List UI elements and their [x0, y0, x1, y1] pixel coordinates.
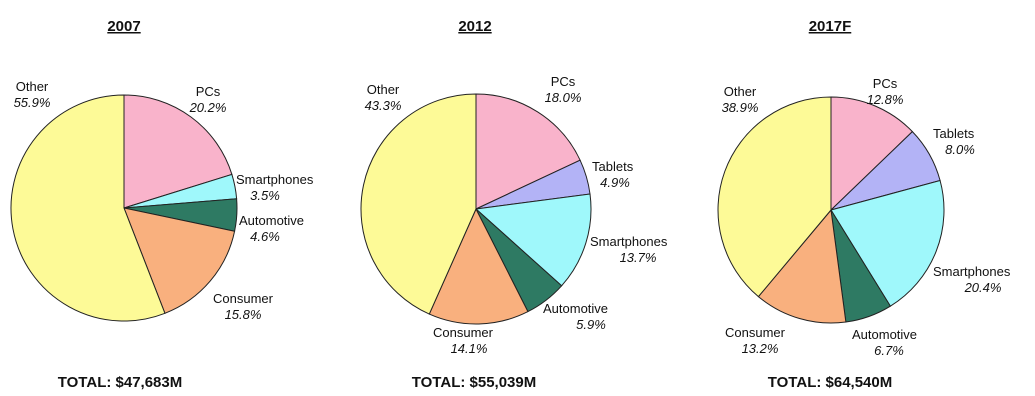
slice-other	[360, 93, 477, 315]
chart-title: 2007	[107, 18, 140, 35]
slice-label-smartphones: Smartphones	[236, 172, 314, 187]
slice-pct-smartphones: 20.4%	[964, 280, 1002, 295]
slice-pct-pcs: 20.2%	[189, 100, 227, 115]
slice-pct-consumer: 13.2%	[742, 341, 779, 356]
slice-other	[717, 96, 832, 298]
total-label: TOTAL: $55,039M	[412, 374, 536, 391]
slice-label-automotive: Automotive	[852, 327, 917, 342]
slice-label-tablets: Tablets	[933, 126, 975, 141]
slice-label-other: Other	[16, 79, 49, 94]
slice-label-automotive: Automotive	[543, 301, 608, 316]
slice-consumer	[757, 208, 847, 324]
slice-pct-pcs: 18.0%	[545, 90, 582, 105]
slice-pct-other: 55.9%	[14, 95, 51, 110]
slice-label-other: Other	[724, 84, 757, 99]
slice-label-automotive: Automotive	[239, 213, 304, 228]
slice-label-consumer: Consumer	[213, 291, 274, 306]
slice-pct-tablets: 8.0%	[945, 142, 975, 157]
slice-pcs	[123, 94, 233, 209]
slice-label-smartphones: Smartphones	[933, 264, 1011, 279]
charts-group: 2007PCs20.2%Smartphones3.5%Automotive4.6…	[10, 18, 1011, 391]
slice-label-pcs: PCs	[873, 76, 898, 91]
slice-pct-smartphones: 13.7%	[620, 250, 657, 265]
slice-pct-automotive: 4.6%	[250, 229, 280, 244]
slice-consumer	[428, 207, 529, 325]
slice-label-tablets: Tablets	[592, 159, 634, 174]
slice-label-other: Other	[367, 82, 400, 97]
chart-title: 2017F	[809, 18, 852, 35]
slice-pct-tablets: 4.9%	[600, 175, 630, 190]
slice-label-pcs: PCs	[551, 74, 576, 89]
slice-pct-pcs: 12.8%	[867, 92, 904, 107]
slice-pct-consumer: 15.8%	[225, 307, 262, 322]
slice-pct-automotive: 5.9%	[576, 317, 606, 332]
chart-title: 2012	[458, 18, 491, 35]
slice-pct-other: 43.3%	[365, 98, 402, 113]
slice-smartphones	[474, 193, 592, 287]
slice-pct-smartphones: 3.5%	[250, 188, 280, 203]
total-label: TOTAL: $47,683M	[58, 374, 182, 391]
slice-pct-consumer: 14.1%	[451, 341, 488, 356]
slice-pcs	[830, 96, 914, 212]
slice-smartphones	[830, 179, 945, 307]
slice-label-pcs: PCs	[196, 84, 221, 99]
slice-consumer	[123, 207, 236, 314]
slice-other	[10, 94, 166, 322]
slice-pcs	[475, 93, 581, 210]
total-label: TOTAL: $64,540M	[768, 374, 892, 391]
slice-label-consumer: Consumer	[433, 325, 494, 340]
slice-pct-other: 38.9%	[722, 100, 759, 115]
slice-pct-automotive: 6.7%	[874, 343, 904, 358]
slice-label-smartphones: Smartphones	[590, 234, 668, 249]
slice-label-consumer: Consumer	[725, 325, 786, 340]
